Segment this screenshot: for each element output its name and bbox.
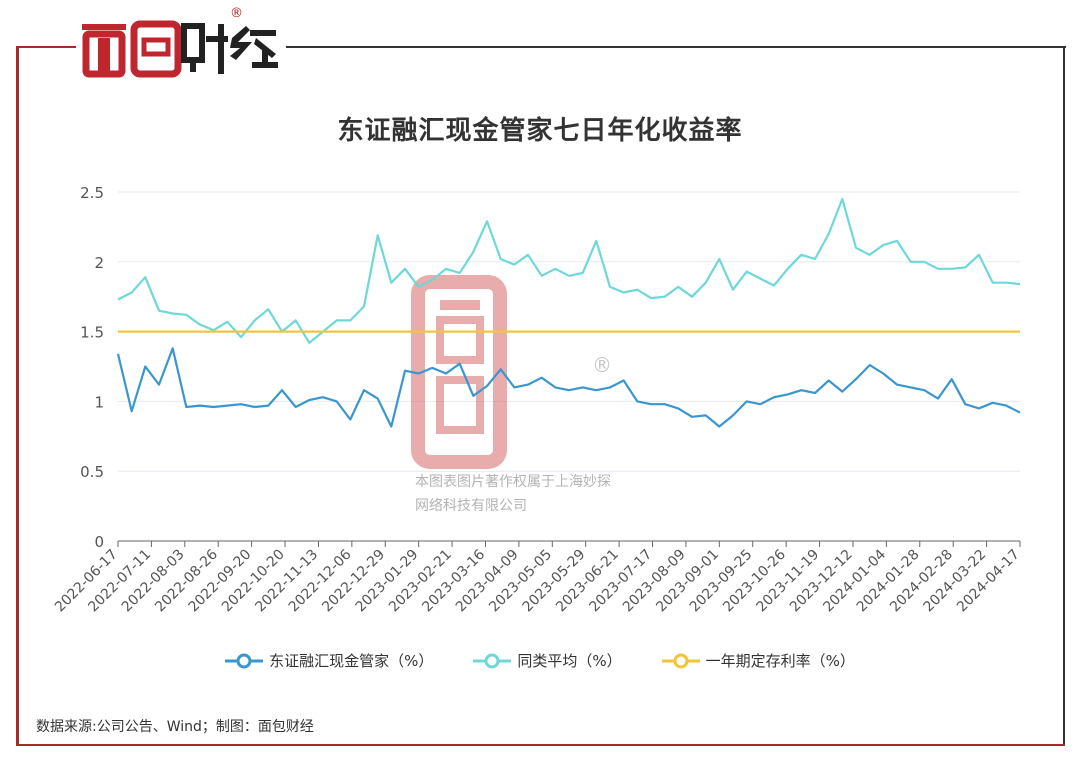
chart-legend: 东证融汇现金管家（%） 同类平均（%） 一年期定存利率（%） <box>0 650 1080 671</box>
y-tick-label: 0 <box>94 533 104 551</box>
legend-swatch-series-3 <box>661 653 700 668</box>
legend-label-series-1: 东证融汇现金管家（%） <box>269 652 434 670</box>
watermark-line-1: 本图表图片著作权属于上海妙探 <box>415 474 611 490</box>
legend-item-series-3[interactable]: 一年期定存利率（%） <box>661 650 855 671</box>
watermark-registered-mark: ® <box>592 353 612 377</box>
watermark-logo: ® <box>411 275 612 469</box>
y-tick-label: 2 <box>94 254 104 272</box>
legend-item-series-2[interactable]: 同类平均（%） <box>473 650 622 671</box>
y-tick-label: 1.5 <box>80 324 104 342</box>
watermark-line-2: 网络科技有限公司 <box>415 498 527 514</box>
data-source-note: 数据来源:公司公告、Wind；制图：面包财经 <box>36 719 314 735</box>
frame-bottom-border <box>16 744 1065 746</box>
x-tick-labels: 2022-06-172022-07-112022-08-032022-08-26… <box>52 541 1023 615</box>
frame-left-border <box>16 46 19 746</box>
registered-mark: ® <box>230 6 243 21</box>
legend-label-series-2: 同类平均（%） <box>517 652 622 670</box>
y-tick-label: 2.5 <box>80 184 104 202</box>
series-line-2[interactable] <box>117 197 1021 344</box>
y-tick-label: 1 <box>94 393 104 411</box>
legend-swatch-series-1 <box>225 653 264 668</box>
frame-top-border-left <box>16 46 76 48</box>
chart-title: 东证融汇现金管家七日年化收益率 <box>337 116 743 146</box>
watermark-caption: 本图表图片著作权属于上海妙探 网络科技有限公司 <box>415 470 611 518</box>
frame-top-border-right <box>286 46 1066 48</box>
series-layer <box>116 197 1021 428</box>
legend-swatch-series-2 <box>473 653 512 668</box>
frame-right-border <box>1063 46 1065 746</box>
legend-item-series-1[interactable]: 东证融汇现金管家（%） <box>225 650 433 671</box>
legend-label-series-3: 一年期定存利率（%） <box>705 652 855 670</box>
y-tick-labels: 0 0.5 1 1.5 2 2.5 <box>80 184 104 551</box>
brand-logo <box>82 20 278 78</box>
y-tick-label: 0.5 <box>80 463 104 481</box>
series-line-1[interactable] <box>116 347 1021 428</box>
